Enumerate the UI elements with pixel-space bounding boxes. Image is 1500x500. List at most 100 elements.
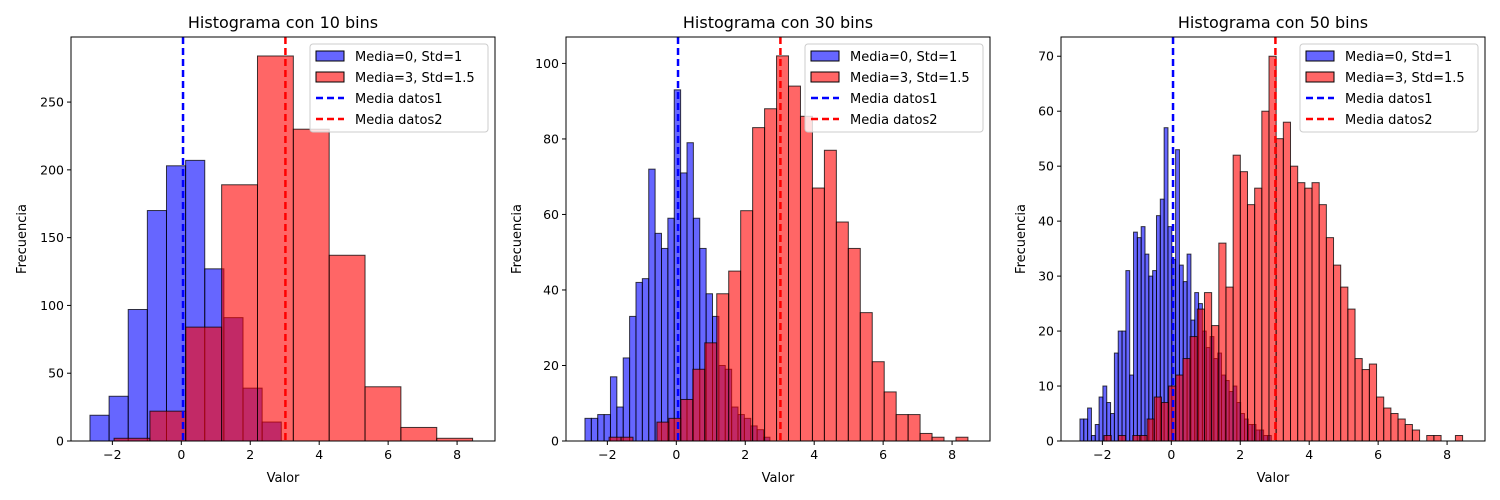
histogram-bar-series2 [1340, 286, 1349, 442]
chart-title: Histograma con 30 bins [683, 13, 873, 32]
histogram-bar-series2 [149, 410, 187, 442]
histogram-bar-series2 [1239, 171, 1248, 442]
histogram-bar-series1 [629, 315, 637, 442]
y-tick-label: 0 [1046, 434, 1054, 449]
histogram-bar-series2 [955, 436, 969, 442]
legend: Media=0, Std=1 Media=3, Std=1.5 Media da… [804, 43, 984, 133]
x-tick-label: 2 [246, 447, 254, 462]
x-axis-label: Valor [1257, 471, 1290, 486]
y-tick-label: 200 [40, 162, 64, 177]
y-tick-label: 0 [551, 434, 559, 449]
histogram-bar-series2 [1383, 407, 1392, 442]
x-tick-label: 0 [177, 447, 185, 462]
histogram-bar-series1 [1129, 374, 1135, 442]
histogram-bar-series1 [1083, 418, 1089, 442]
histogram-bar-series1 [108, 395, 129, 442]
y-tick-label: 20 [543, 358, 559, 373]
histogram-bar-series2 [716, 293, 730, 442]
histogram-bar-series2 [1103, 435, 1112, 442]
histogram-bar-series2 [1218, 242, 1227, 442]
legend-label-series2: Media=3, Std=1.5 [1345, 71, 1465, 86]
legend-box [804, 43, 984, 133]
histogram-bar-series1 [1144, 253, 1150, 442]
histogram-bar-series2 [931, 436, 945, 442]
histogram-bar-series2 [1404, 424, 1413, 442]
histogram-bar-series2 [1232, 154, 1241, 442]
histogram-bar-series1 [609, 376, 618, 442]
histogram-bar-series2 [1261, 110, 1270, 442]
x-tick-label: 0 [672, 447, 680, 462]
histogram-bar-series2 [1397, 418, 1406, 442]
histogram-bar-series2 [740, 210, 754, 442]
histogram-bar-series2 [1254, 187, 1263, 442]
histogram-30-bins-panel: Histograma con 30 bins Valor Frecuencia … [510, 13, 991, 486]
histogram-bar-series1 [1125, 270, 1131, 442]
histogram-bar-series1 [1102, 385, 1108, 442]
histogram-bar-series2 [799, 115, 813, 442]
legend: Media=0, Std=1 Media=3, Std=1.5 Media da… [309, 43, 489, 133]
histogram-bar-series2 [835, 221, 849, 442]
histogram-bar-series2 [1297, 182, 1306, 442]
histogram-bar-series2 [1361, 369, 1370, 442]
histogram-bar-series2 [1182, 358, 1191, 442]
y-tick-label: 60 [543, 207, 559, 222]
legend-swatch-series2 [1305, 71, 1335, 83]
histogram-bar-series1 [660, 247, 669, 442]
y-tick-label: 70 [1038, 49, 1054, 64]
histogram-bar-series2 [292, 128, 330, 442]
y-axis-label: Frecuencia [1014, 204, 1029, 274]
histogram-bar-series1 [635, 281, 643, 442]
histogram-bar-series2 [1160, 402, 1170, 442]
x-tick-label: 4 [315, 447, 323, 462]
y-axis-label: Frecuencia [510, 204, 525, 274]
histogram-bar-series2 [256, 55, 294, 442]
histogram-bar-series2 [1211, 325, 1220, 442]
histogram-bar-series2 [1325, 237, 1335, 442]
histogram-bar-series2 [811, 187, 825, 442]
axes-frame [565, 36, 991, 442]
x-tick-label: 6 [879, 447, 887, 462]
x-tick-label: 8 [1443, 447, 1451, 462]
histogram-bar-series2 [823, 149, 837, 442]
histogram-bar-series2 [919, 432, 933, 442]
x-tick-label: 4 [810, 447, 818, 462]
histogram-bar-series2 [1282, 121, 1292, 442]
plot-area: −2 0 2 4 6 8 0 50 100 150 200 250 [40, 36, 496, 462]
chart-title: Histograma con 50 bins [1178, 13, 1368, 32]
histogram-bar-series2 [1132, 435, 1141, 442]
histogram-50-bins-panel: Histograma con 50 bins Valor Frecuencia … [1014, 13, 1486, 486]
x-tick-label: −2 [103, 447, 121, 462]
histogram-bar-series2 [1376, 396, 1385, 442]
histogram-bar-series2 [1175, 374, 1184, 442]
legend-label-series1: Media=0, Std=1 [850, 50, 957, 65]
y-tick-label: 60 [1038, 104, 1054, 119]
histogram-bar-series2 [1203, 292, 1213, 442]
x-axis-label: Valor [762, 471, 795, 486]
x-tick-label: 2 [741, 447, 749, 462]
histogram-bar-series2 [1311, 182, 1320, 442]
chart-title: Histograma con 10 bins [188, 13, 378, 32]
y-tick-label: 0 [56, 434, 64, 449]
y-tick-label: 40 [543, 282, 559, 297]
histogram-bar-series1 [1117, 330, 1123, 442]
histogram-bar-series2 [328, 254, 366, 442]
histogram-bar-series2 [847, 247, 861, 442]
histogram-bar-series2 [400, 426, 438, 442]
y-tick-label: 250 [40, 95, 64, 110]
histogram-bar-series1 [641, 278, 650, 442]
y-tick-label: 50 [1038, 159, 1054, 174]
legend-label-series2: Media=3, Std=1.5 [850, 71, 970, 86]
histogram-bar-series2 [859, 312, 873, 442]
y-tick-label: 150 [40, 230, 64, 245]
legend-label-series2: Media=3, Std=1.5 [355, 71, 475, 86]
plot-area: −2 0 2 4 6 8 0 10 20 30 40 50 60 70 [1038, 36, 1486, 462]
histogram-bar-series2 [1426, 435, 1435, 442]
histogram-bar-series2 [620, 436, 634, 442]
histogram-bar-series2 [1117, 435, 1127, 442]
histogram-bar-series2 [1347, 308, 1356, 442]
legend: Media=0, Std=1 Media=3, Std=1.5 Media da… [1299, 43, 1479, 133]
x-tick-label: −2 [598, 447, 616, 462]
histogram-bar-series1 [622, 357, 631, 442]
histogram-bar-series2 [1196, 308, 1205, 442]
y-tick-label: 10 [1038, 379, 1054, 394]
